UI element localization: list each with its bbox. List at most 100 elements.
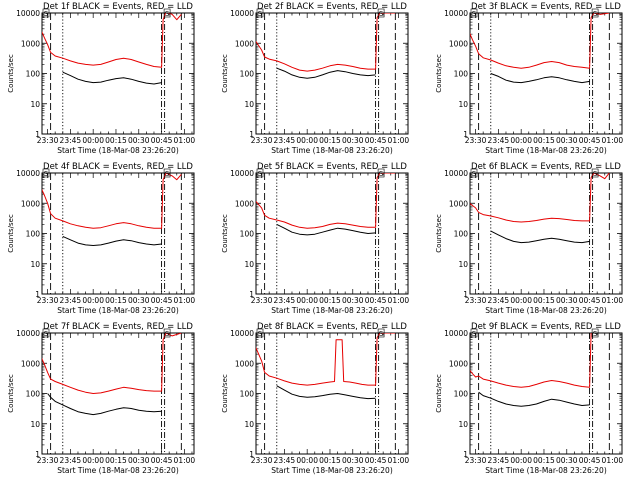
x-tick-label: 23:30	[37, 456, 59, 465]
marker-box	[256, 8, 264, 18]
marker-box	[163, 8, 171, 18]
x-tick-label: 23:45	[488, 296, 510, 305]
lld-series-line	[256, 13, 396, 72]
x-tick-label: 00:15	[319, 136, 341, 145]
x-tick-label: 00:15	[533, 136, 555, 145]
y-axis-label: Counts/sec	[7, 374, 15, 413]
events-series-line	[276, 223, 376, 236]
x-tick-label: 00:15	[105, 456, 127, 465]
detector-panel-4: Det 4f BLACK = Events, RED = LLD 1 10 100 10…	[0, 160, 212, 320]
x-tick-label: 00:00	[510, 296, 532, 305]
marker-box	[42, 168, 50, 178]
events-series-line	[490, 73, 590, 84]
plot-frame	[469, 172, 623, 295]
x-tick-label: 23:45	[488, 136, 510, 145]
x-axis-label: Start Time (18-Mar-08 23:26:20)	[57, 146, 179, 155]
y-tick-label: 1000	[235, 359, 254, 368]
x-tick-label: 00:45	[579, 136, 601, 145]
x-tick-label: 00:45	[151, 456, 173, 465]
plot-frame	[255, 332, 409, 455]
y-tick-label: 1000	[449, 359, 468, 368]
marker-box	[591, 328, 599, 338]
x-tick-label: 23:30	[251, 456, 273, 465]
x-tick-label: 23:45	[60, 456, 82, 465]
y-tick-label: 100	[454, 70, 469, 79]
detector-panel-5: Det 5f BLACK = Events, RED = LLD 1 10 100 10…	[214, 160, 426, 320]
x-tick-label: 00:30	[556, 136, 578, 145]
x-tick-label: 23:45	[274, 136, 296, 145]
chart-svg: Det 8f BLACK = Events, RED = LLD 1 10 100 10…	[221, 322, 409, 475]
x-tick-label: 01:00	[174, 136, 196, 145]
chart-svg: Det 1f BLACK = Events, RED = LLD 1 10 100 10…	[7, 2, 196, 155]
x-tick-label: 00:00	[510, 456, 532, 465]
x-axis-label: Start Time (18-Mar-08 23:26:20)	[271, 306, 393, 315]
detector-panel-2: Det 2f BLACK = Events, RED = LLD 1 10 100 10…	[214, 0, 426, 160]
marker-box	[377, 328, 385, 338]
x-axis-label: Start Time (18-Mar-08 23:26:20)	[271, 466, 393, 475]
y-tick-label: 10000	[16, 9, 40, 18]
y-tick-label: 10000	[444, 9, 468, 18]
marker-box	[591, 8, 599, 18]
x-tick-label: 00:00	[82, 296, 104, 305]
detector-panel-9: Det 9f BLACK = Events, RED = LLD 1 10 100 10…	[428, 320, 640, 480]
x-tick-label: 00:45	[365, 136, 387, 145]
x-tick-label: 00:30	[556, 296, 578, 305]
y-tick-label: 1000	[235, 39, 254, 48]
y-tick-label: 10000	[230, 9, 254, 18]
marker-label: S	[165, 10, 170, 18]
plot-area	[256, 333, 396, 400]
marker-label: S	[593, 10, 598, 18]
plot-frame	[255, 172, 409, 295]
y-tick-label: 10000	[16, 169, 40, 178]
plot-frame	[469, 12, 623, 135]
x-tick-label: 00:15	[105, 296, 127, 305]
x-tick-label: 23:30	[465, 296, 487, 305]
y-tick-label: 10	[30, 260, 40, 269]
chart-svg: Det 2f BLACK = Events, RED = LLD 1 10 100 10…	[221, 2, 410, 155]
lld-series-line	[42, 333, 182, 394]
x-tick-label: 00:15	[533, 456, 555, 465]
x-tick-label: 01:00	[174, 456, 196, 465]
y-tick-label: 100	[454, 390, 469, 399]
x-axis-label: Start Time (18-Mar-08 23:26:20)	[485, 146, 607, 155]
y-axis-label: Counts/sec	[221, 214, 229, 253]
y-tick-label: 100	[454, 230, 469, 239]
events-series-line	[490, 230, 590, 244]
y-tick-label: 100	[240, 230, 255, 239]
y-tick-label: 10	[244, 420, 254, 429]
y-tick-label: 1	[463, 130, 468, 139]
chart-title: Det 2f BLACK = Events, RED = LLD	[257, 2, 407, 12]
x-tick-label: 00:15	[319, 296, 341, 305]
x-tick-label: 01:00	[602, 296, 624, 305]
marker-label: S	[593, 170, 598, 178]
x-tick-label: 23:30	[465, 456, 487, 465]
detector-panel-6: Det 6f BLACK = Events, RED = LLD 1 10 100 10…	[428, 160, 640, 320]
detector-panel-8: Det 8f BLACK = Events, RED = LLD 1 10 100 10…	[214, 320, 426, 480]
plot-frame	[41, 332, 195, 455]
y-tick-label: 10000	[230, 169, 254, 178]
y-tick-label: 1	[35, 130, 40, 139]
lld-series-line	[256, 173, 396, 229]
y-tick-label: 1	[463, 450, 468, 459]
plot-area	[256, 173, 396, 236]
chart-title: Det 3f BLACK = Events, RED = LLD	[471, 2, 621, 12]
chart-title: Det 5f BLACK = Events, RED = LLD	[257, 162, 407, 172]
lld-series-line	[42, 173, 182, 229]
marker-box	[42, 328, 50, 338]
x-tick-label: 00:00	[296, 296, 318, 305]
detector-panel-7: Det 7f BLACK = Events, RED = LLD 1 10 100 10…	[0, 320, 212, 480]
marker-box	[470, 168, 478, 178]
chart-svg: Det 5f BLACK = Events, RED = LLD 1 10 100 10…	[221, 162, 409, 315]
x-tick-label: 01:00	[388, 136, 410, 145]
x-axis-label: Start Time (18-Mar-08 23:26:20)	[485, 306, 607, 315]
x-axis-label: Start Time (18-Mar-08 23:26:20)	[271, 146, 393, 155]
x-tick-label: 23:30	[37, 296, 59, 305]
x-tick-label: 00:15	[105, 136, 127, 145]
marker-label: S	[472, 330, 477, 338]
chart-svg: Det 9f BLACK = Events, RED = LLD 1 10 100 10…	[435, 322, 623, 475]
chart-title: Det 4f BLACK = Events, RED = LLD	[43, 162, 193, 172]
events-series-line	[62, 235, 162, 246]
marker-box	[377, 8, 385, 18]
events-series-line	[62, 71, 162, 85]
x-tick-label: 00:30	[128, 296, 150, 305]
